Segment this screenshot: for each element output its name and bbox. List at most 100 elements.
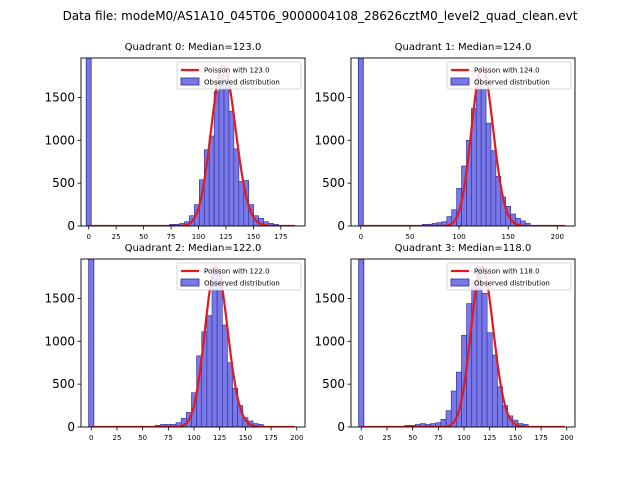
legend-bar-swatch	[180, 77, 200, 86]
y-tick-label: 0	[67, 420, 75, 434]
x-tick-label: 25	[112, 233, 121, 241]
legend: Poisson with 123.0 Observed distribution	[176, 61, 302, 90]
x-tick-label: 200	[290, 434, 303, 442]
x-tick-label: 75	[434, 434, 443, 442]
legend-label-observed: Observed distribution	[474, 280, 550, 288]
histogram-bar	[211, 268, 218, 427]
legend: Poisson with 118.0 Observed distribution	[446, 262, 572, 291]
x-tick-label: 150	[239, 434, 252, 442]
chart-title: Quadrant 3: Median=118.0	[395, 243, 532, 254]
x-tick-label: 175	[534, 434, 547, 442]
legend-bar-swatch	[450, 77, 470, 86]
axes-frame	[350, 258, 576, 428]
y-tick-label: 1000	[314, 334, 345, 348]
histogram-bar	[233, 148, 240, 226]
histogram-bar-zero	[88, 259, 95, 427]
chart-panel-2: Quadrant 2: Median=122.0 0 500 1000 1500 0 25 5…	[44, 243, 306, 442]
histogram-bar	[216, 279, 223, 427]
x-tick-label: 100	[457, 434, 470, 442]
chart-plot-area	[358, 259, 565, 427]
histogram-bar	[481, 292, 488, 427]
legend-box	[446, 262, 572, 291]
histogram-bar	[525, 223, 531, 226]
figure-title: Data file: modeM0/AS1A10_045T06_90000041…	[63, 9, 578, 23]
x-tick-label: 50	[408, 434, 417, 442]
y-tick-label: 1000	[44, 334, 75, 348]
histogram-bar-zero	[358, 259, 365, 427]
histogram-bar	[221, 324, 228, 427]
x-tick-label: 75	[164, 434, 173, 442]
legend-label-observed: Observed distribution	[204, 79, 280, 87]
y-tick-label: 1500	[44, 90, 75, 104]
legend: Poisson with 122.0 Observed distribution	[176, 262, 302, 291]
y-tick-label: 500	[52, 377, 75, 391]
legend-box	[446, 61, 572, 90]
poisson-line	[88, 64, 296, 226]
y-tick-label: 0	[67, 219, 75, 233]
x-tick-label: 25	[113, 434, 122, 442]
histogram-bar	[485, 122, 492, 226]
x-tick-label: 150	[502, 233, 515, 241]
chart-title: Quadrant 2: Median=122.0	[125, 243, 262, 254]
y-tick-label: 0	[337, 219, 345, 233]
x-tick-label: 50	[139, 233, 148, 241]
legend: Poisson with 124.0 Observed distribution	[446, 61, 572, 90]
histogram-bar	[218, 73, 225, 226]
histogram-bar	[223, 79, 230, 226]
x-tick-label: 125	[213, 434, 226, 442]
axes-frame	[80, 258, 306, 428]
legend-box	[176, 262, 302, 291]
legend-label-poisson: Poisson with 122.0	[204, 268, 270, 276]
x-tick-label: 0	[86, 233, 90, 241]
chart-panel-1: Quadrant 1: Median=124.0 0 500 1000 1500 0 50 1…	[314, 42, 576, 241]
x-tick-label: 25	[383, 434, 392, 442]
histogram-bar	[208, 135, 215, 226]
x-tick-label: 125	[219, 233, 232, 241]
histogram-bar	[476, 266, 483, 427]
x-tick-label: 75	[167, 233, 176, 241]
x-tick-label: 100	[187, 434, 200, 442]
y-tick-label: 0	[337, 420, 345, 434]
legend-label-poisson: Poisson with 124.0	[474, 67, 540, 75]
chart-plot-area	[88, 259, 295, 427]
x-tick-label: 0	[359, 233, 363, 241]
chart-plot-area	[85, 58, 296, 226]
x-tick-label: 100	[452, 233, 465, 241]
legend-box	[176, 61, 302, 90]
y-tick-label: 500	[322, 176, 345, 190]
legend-bar-swatch	[180, 278, 200, 287]
histogram-bar	[490, 150, 497, 226]
chart-panel-0: Quadrant 0: Median=123.0 0 500 1000 1500 0 25 5…	[44, 42, 306, 241]
x-tick-label: 50	[138, 434, 147, 442]
y-tick-label: 500	[52, 176, 75, 190]
histogram-bar	[227, 362, 233, 427]
chart-panel-3: Quadrant 3: Median=118.0 0 500 1000 1500 0 25 5…	[314, 243, 576, 442]
x-tick-label: 150	[509, 434, 522, 442]
histogram-bar	[228, 110, 235, 226]
histogram-bar	[238, 181, 245, 226]
y-tick-label: 1500	[314, 90, 345, 104]
axes-frame	[350, 57, 576, 227]
y-tick-label: 1000	[314, 133, 345, 147]
x-tick-label: 50	[405, 233, 414, 241]
chart-plot-area	[357, 58, 566, 226]
x-tick-label: 175	[274, 233, 287, 241]
x-tick-label: 200	[560, 434, 573, 442]
histogram-bar	[480, 88, 487, 226]
y-tick-label: 1500	[314, 291, 345, 305]
chart-title: Quadrant 0: Median=123.0	[125, 42, 262, 53]
x-tick-label: 0	[359, 434, 363, 442]
axes-frame	[80, 57, 306, 227]
legend-label-observed: Observed distribution	[204, 280, 280, 288]
y-tick-label: 1500	[44, 291, 75, 305]
legend-bar-swatch	[450, 278, 470, 287]
legend-label-observed: Observed distribution	[474, 79, 550, 87]
x-tick-label: 100	[192, 233, 205, 241]
y-tick-label: 500	[322, 377, 345, 391]
x-tick-label: 125	[483, 434, 496, 442]
y-tick-label: 1000	[44, 133, 75, 147]
histogram-bar	[206, 315, 213, 427]
x-tick-label: 200	[551, 233, 564, 241]
